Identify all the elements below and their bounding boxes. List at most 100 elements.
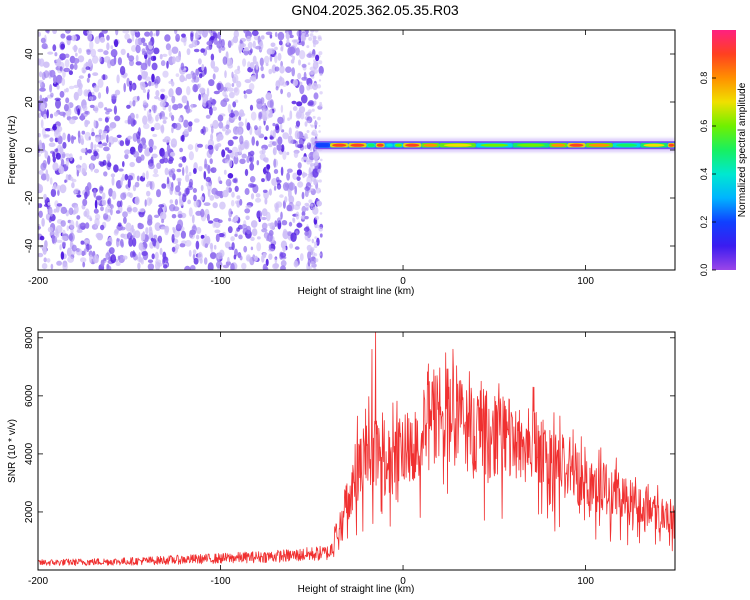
noise-blob [275, 86, 279, 91]
ridge-peak [668, 143, 675, 147]
noise-blob [202, 126, 206, 136]
noise-blob [51, 234, 55, 244]
noise-blob [296, 222, 303, 228]
noise-blob [183, 119, 189, 128]
snr-axes: -200 -100 0 100 2000 4000 6000 8000 [24, 326, 675, 587]
noise-blob [109, 204, 114, 209]
noise-blob [302, 136, 309, 140]
ridge-peak [332, 143, 347, 147]
noise-blob [134, 181, 140, 188]
noise-blob [106, 42, 110, 51]
noise-blob [319, 212, 323, 215]
noise-blob [144, 31, 151, 37]
noise-blob [136, 95, 140, 101]
noise-blob [268, 253, 273, 260]
noise-blob [195, 234, 200, 240]
noise-blob [297, 72, 302, 80]
noise-blob [312, 168, 319, 178]
noise-blob [129, 161, 135, 168]
noise-blob [62, 151, 66, 159]
noise-blob [86, 182, 92, 191]
noise-blob [100, 206, 104, 212]
noise-blob [44, 97, 48, 102]
noise-blob [231, 191, 235, 198]
noise-blob [43, 61, 50, 68]
noise-blob [161, 183, 167, 189]
noise-blob [38, 139, 42, 149]
noise-blob [39, 87, 46, 92]
noise-blob [188, 207, 193, 217]
noise-blob [316, 225, 320, 229]
noise-blob [227, 226, 233, 234]
noise-blob [195, 240, 200, 250]
noise-blob [267, 232, 273, 242]
noise-blob [188, 151, 194, 161]
noise-blob [48, 142, 56, 147]
noise-blob [122, 211, 128, 218]
noise-blob [152, 133, 158, 138]
noise-blob [98, 56, 102, 63]
noise-blob [48, 208, 54, 217]
noise-blob [149, 181, 153, 190]
noise-blob [175, 73, 180, 77]
noise-blob [63, 103, 69, 112]
noise-blob [286, 151, 290, 156]
noise-blob [102, 74, 106, 81]
noise-blob [144, 199, 147, 207]
noise-blob [312, 206, 319, 215]
noise-blob [275, 125, 280, 134]
noise-blob [261, 222, 268, 230]
noise-blob [101, 142, 108, 147]
noise-blob [108, 188, 113, 197]
noise-blob [296, 176, 301, 182]
noise-blob [135, 30, 139, 33]
noise-blob [202, 93, 209, 104]
noise-blob [310, 124, 314, 128]
noise-blob [265, 92, 273, 101]
noise-blob [271, 141, 277, 146]
noise-blob [174, 30, 178, 35]
noise-blob [163, 157, 169, 164]
noise-blob [80, 257, 87, 263]
noise-blob [244, 118, 248, 127]
noise-blob [311, 131, 315, 136]
noise-blob [244, 188, 250, 195]
noise-blob [88, 136, 92, 141]
noise-blob [230, 236, 235, 242]
noise-blob [117, 222, 122, 227]
x-tick-label: -100 [211, 276, 231, 287]
noise-blob [257, 130, 261, 136]
noise-blob [119, 65, 126, 76]
noise-blob [272, 263, 279, 270]
noise-blob [159, 100, 166, 108]
noise-blob [274, 31, 278, 38]
noise-blob [241, 153, 247, 159]
noise-blob [62, 141, 67, 149]
noise-blob [313, 164, 316, 167]
noise-blob [103, 56, 111, 63]
noise-blob [199, 73, 203, 79]
noise-blob [311, 238, 314, 244]
noise-blob [209, 97, 213, 103]
noise-blob [308, 265, 312, 270]
noise-blob [105, 206, 109, 215]
noise-blob [212, 73, 216, 80]
noise-blob [58, 165, 65, 175]
noise-blob [243, 245, 248, 253]
noise-blob [280, 211, 283, 220]
noise-blob [68, 118, 76, 125]
noise-blob [124, 149, 131, 155]
noise-blob [49, 177, 53, 185]
noise-blob [218, 121, 224, 129]
noise-blob [140, 81, 146, 91]
noise-blob [197, 143, 203, 148]
snr-series-line [38, 332, 675, 566]
noise-blob [212, 106, 218, 111]
noise-blob [40, 37, 46, 44]
noise-blob [314, 236, 318, 239]
noise-blob [224, 241, 231, 249]
noise-blob [314, 133, 319, 138]
noise-blob [288, 221, 293, 227]
noise-blob [295, 120, 301, 127]
